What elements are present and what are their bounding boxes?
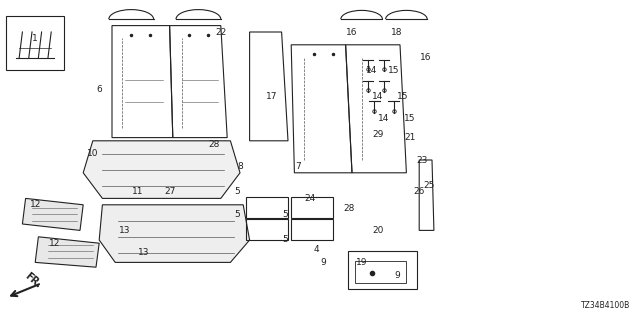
Text: 9: 9 [394, 271, 399, 280]
Bar [246, 197, 288, 218]
Text: 15: 15 [404, 114, 415, 123]
Text: 15: 15 [388, 66, 399, 75]
Text: 13: 13 [138, 248, 150, 257]
Text: 16: 16 [420, 53, 431, 62]
Text: 6: 6 [97, 85, 102, 94]
Text: 25: 25 [423, 181, 435, 190]
Bar [291, 219, 333, 240]
Text: 28: 28 [209, 140, 220, 148]
Text: 16: 16 [346, 28, 358, 36]
Bar [246, 219, 288, 240]
Text: 27: 27 [164, 188, 175, 196]
Text: 18: 18 [391, 28, 403, 36]
Text: 15: 15 [397, 92, 409, 100]
Text: 24: 24 [305, 194, 316, 203]
Text: 10: 10 [87, 149, 99, 158]
Bar [291, 197, 333, 218]
Text: 22: 22 [215, 28, 227, 36]
Text: 9: 9 [321, 258, 326, 267]
Text: 4: 4 [314, 245, 319, 254]
Polygon shape [35, 237, 99, 267]
Text: 1: 1 [33, 34, 38, 43]
Text: 5: 5 [282, 210, 287, 219]
Text: 5: 5 [282, 236, 287, 244]
Text: 23: 23 [417, 156, 428, 164]
Text: 26: 26 [413, 188, 425, 196]
Text: FR.: FR. [22, 271, 43, 290]
Bar [355, 261, 406, 283]
Text: 29: 29 [372, 130, 383, 139]
Text: 12: 12 [29, 200, 41, 209]
Text: 8: 8 [237, 162, 243, 171]
Text: 21: 21 [404, 133, 415, 142]
Text: 5: 5 [234, 210, 239, 219]
Text: 19: 19 [356, 258, 367, 267]
Text: 14: 14 [372, 92, 383, 100]
Text: 28: 28 [343, 204, 355, 212]
Text: 11: 11 [132, 188, 143, 196]
Text: 14: 14 [365, 66, 377, 75]
Text: 13: 13 [119, 226, 131, 235]
Text: 7: 7 [295, 162, 300, 171]
Text: 12: 12 [49, 239, 60, 248]
Text: 5: 5 [234, 188, 239, 196]
Text: 17: 17 [266, 92, 278, 100]
Polygon shape [99, 205, 250, 262]
Text: TZ34B4100B: TZ34B4100B [581, 301, 630, 310]
Polygon shape [83, 141, 240, 198]
Polygon shape [22, 198, 83, 230]
Text: 20: 20 [372, 226, 383, 235]
Text: 14: 14 [378, 114, 390, 123]
